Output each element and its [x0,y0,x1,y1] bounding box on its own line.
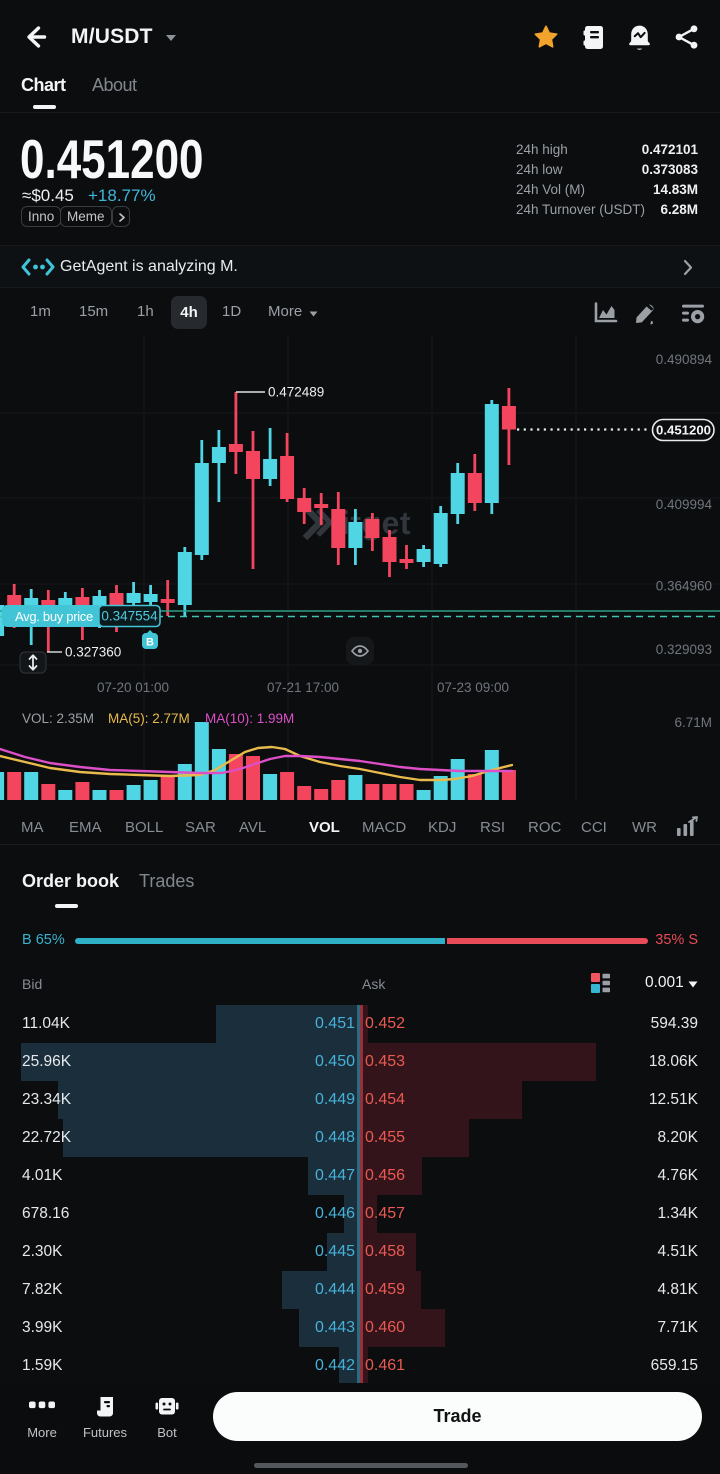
svg-text:B: B [146,637,154,649]
svg-text:0.364960: 0.364960 [656,579,712,594]
svg-text:07-23 09:00: 07-23 09:00 [437,680,509,695]
svg-text:6.71M: 6.71M [674,715,712,730]
svg-text:0.451200: 0.451200 [656,423,711,438]
svg-text:07-20 01:00: 07-20 01:00 [97,680,169,695]
svg-text:VOL: 2.35M: VOL: 2.35M [22,711,94,726]
svg-text:MA(10): 1.99M: MA(10): 1.99M [205,711,294,726]
svg-text:07-21 17:00: 07-21 17:00 [267,680,339,695]
svg-text:0.409994: 0.409994 [656,497,713,512]
svg-text:0.347554: 0.347554 [101,609,158,624]
svg-text:0.472489: 0.472489 [268,385,324,400]
svg-text:0.490894: 0.490894 [656,352,713,367]
svg-text:Avg. buy price: Avg. buy price [15,609,93,624]
svg-text:0.329093: 0.329093 [656,642,712,657]
svg-text:MA(5): 2.77M: MA(5): 2.77M [108,711,190,726]
svg-text:0.327360: 0.327360 [65,645,121,660]
